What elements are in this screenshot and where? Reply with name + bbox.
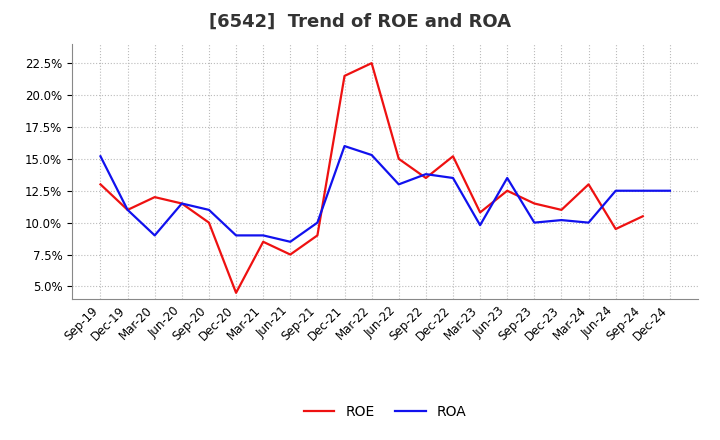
Line: ROA: ROA <box>101 146 670 242</box>
ROE <box>150 194 159 200</box>
ROE <box>313 233 322 238</box>
ROE <box>232 290 240 296</box>
Text: [6542]  Trend of ROE and ROA: [6542] Trend of ROE and ROA <box>209 13 511 31</box>
ROE <box>584 182 593 187</box>
ROE <box>611 226 620 231</box>
ROE <box>286 252 294 257</box>
ROA <box>259 233 268 238</box>
ROA <box>503 175 511 180</box>
ROA <box>204 207 213 213</box>
ROA <box>341 143 349 149</box>
ROE <box>503 188 511 194</box>
ROE <box>449 154 457 159</box>
ROE <box>395 156 403 161</box>
ROA <box>367 152 376 158</box>
ROA <box>449 175 457 180</box>
ROE <box>259 239 268 245</box>
ROE <box>96 182 105 187</box>
ROA <box>232 233 240 238</box>
ROE <box>367 60 376 66</box>
ROA <box>476 223 485 228</box>
ROA <box>150 233 159 238</box>
ROE <box>639 214 647 219</box>
ROA <box>665 188 674 194</box>
ROA <box>421 172 430 177</box>
ROE <box>204 220 213 225</box>
ROA <box>178 201 186 206</box>
ROE <box>123 207 132 213</box>
ROA <box>96 154 105 159</box>
ROE <box>341 73 349 78</box>
ROA <box>123 207 132 213</box>
ROE <box>178 201 186 206</box>
ROE <box>557 207 566 213</box>
ROA <box>286 239 294 245</box>
ROA <box>584 220 593 225</box>
Line: ROE: ROE <box>101 63 643 293</box>
ROA <box>395 182 403 187</box>
ROA <box>530 220 539 225</box>
ROE <box>476 210 485 215</box>
ROE <box>530 201 539 206</box>
ROA <box>611 188 620 194</box>
Legend: ROE, ROA: ROE, ROA <box>298 400 472 425</box>
ROE <box>421 175 430 180</box>
ROA <box>313 220 322 225</box>
ROA <box>557 217 566 223</box>
ROA <box>639 188 647 194</box>
